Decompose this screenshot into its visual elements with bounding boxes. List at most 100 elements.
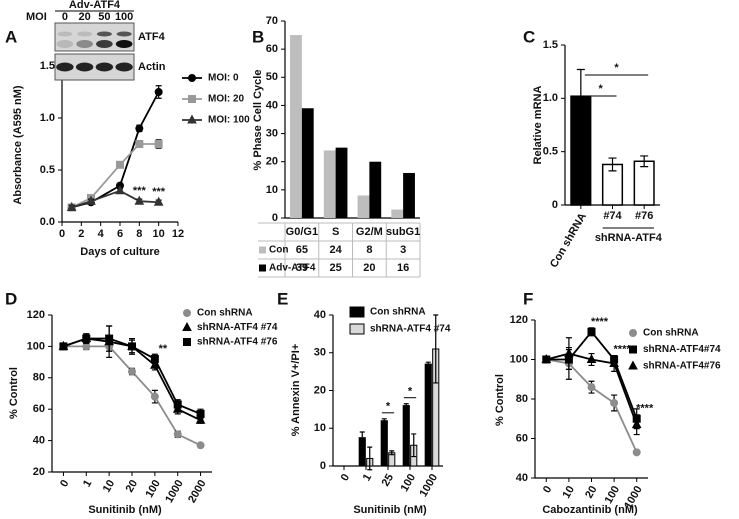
blot-band <box>116 31 132 37</box>
data-point <box>154 140 163 148</box>
table-header: G2/M <box>356 226 383 238</box>
blot-band-label: Actin <box>138 61 166 73</box>
x-tick-label: 1000 <box>163 478 186 505</box>
panel-letter: B <box>252 27 264 46</box>
y-tick-label: 120 <box>510 314 528 326</box>
legend-marker <box>183 309 191 317</box>
blot-band <box>57 31 73 37</box>
series-line <box>63 345 201 447</box>
panel-letter: C <box>523 27 535 46</box>
x-tick-label: 1 <box>361 472 374 483</box>
y-tick-label: 0 <box>320 460 326 472</box>
y-tick-label: 50 <box>266 71 278 83</box>
x-axis-label: Days of culture <box>80 246 159 258</box>
x-tick-label: 1 <box>81 478 94 489</box>
table-cell: 25 <box>330 262 342 274</box>
y-tick-label: 80 <box>33 372 45 384</box>
legend-marker <box>183 338 191 346</box>
blot-band-label: ATF4 <box>138 31 166 43</box>
panel-letter: F <box>523 289 533 308</box>
legend-label: Adv-ATF4 <box>269 263 316 274</box>
x-tick-label: 10 <box>153 228 165 240</box>
table-cell: 24 <box>330 244 343 256</box>
blot-band <box>76 40 93 48</box>
data-point <box>609 357 619 367</box>
legend-label: Con shRNA <box>370 307 426 318</box>
y-axis-label: % Phase Cell Cycle <box>252 70 264 171</box>
x-tick-label: 0 <box>541 484 554 495</box>
annotation: * <box>614 62 619 74</box>
y-tick-label: 80 <box>516 393 528 405</box>
annotation: * <box>386 401 391 413</box>
x-tick-label: Con shRNA <box>548 211 589 270</box>
blot-group-label: MOI <box>26 11 47 23</box>
series-line <box>71 143 159 209</box>
legend-label: Con shRNA <box>643 328 699 339</box>
data-point <box>610 398 619 407</box>
bar <box>424 363 432 467</box>
data-point <box>153 196 164 206</box>
x-tick-label: 10 <box>101 478 118 495</box>
data-point <box>128 342 136 351</box>
legend-marker <box>629 345 637 354</box>
data-point <box>150 392 159 401</box>
x-tick-label: 2000 <box>186 478 209 505</box>
legend-label: MOI: 0 <box>208 73 239 84</box>
legend-marker <box>182 321 192 331</box>
blot-band <box>115 40 133 48</box>
panel-letter: D <box>5 289 17 308</box>
x-tick-label: 6 <box>117 228 123 240</box>
table-header: S <box>332 226 339 238</box>
legend-marker <box>188 74 196 82</box>
blot-band <box>77 31 93 37</box>
error-bar <box>433 314 439 384</box>
x-tick-label: 20 <box>583 484 600 501</box>
data-point <box>173 400 182 409</box>
annotation: ** <box>159 343 168 355</box>
table-cell: 3 <box>400 244 406 256</box>
x-tick-label: 25 <box>380 472 397 489</box>
error-bar <box>359 431 365 444</box>
data-point <box>86 195 96 205</box>
y-tick-label: 10 <box>266 184 278 196</box>
annotation: * <box>408 386 413 398</box>
blot-lane-label: 50 <box>98 11 110 23</box>
data-point <box>150 354 159 363</box>
x-tick-label: #74 <box>603 210 622 222</box>
error-bar <box>411 433 417 458</box>
legend-label: MOI: 20 <box>208 94 245 105</box>
y-tick-label: 0.5 <box>543 146 558 158</box>
y-tick-label: 100 <box>510 353 528 365</box>
y-tick-label: 60 <box>266 43 278 55</box>
legend-label: shRNA-ATF4 #76 <box>197 337 278 348</box>
panel-letter: A <box>5 27 17 46</box>
y-tick-label: 100 <box>27 340 45 352</box>
legend-marker <box>628 360 638 370</box>
blot-band <box>96 31 112 37</box>
table-header: G0/G1 <box>286 226 318 238</box>
y-tick-label: 60 <box>33 403 45 415</box>
y-tick-label: 40 <box>266 99 278 111</box>
bar <box>357 195 370 218</box>
bar <box>369 161 382 218</box>
x-tick-label: 100 <box>399 472 419 494</box>
y-tick-label: 1.0 <box>40 112 55 124</box>
bar <box>402 405 410 467</box>
y-axis-label: % Control <box>494 374 506 426</box>
legend-marker <box>188 95 196 103</box>
y-tick-label: 20 <box>314 384 326 396</box>
bar <box>335 147 348 218</box>
annotation: * <box>599 83 604 95</box>
blot-band <box>56 40 74 48</box>
x-tick-label: 10 <box>560 484 577 501</box>
y-tick-label: 20 <box>33 466 45 478</box>
data-point <box>105 334 114 343</box>
x-tick-label: 0 <box>59 228 65 240</box>
legend-marker <box>629 329 637 337</box>
annotation: *** <box>152 186 166 198</box>
y-tick-label: 10 <box>314 422 326 434</box>
y-tick-label: 1.5 <box>543 39 558 51</box>
y-tick-label: 40 <box>314 309 326 321</box>
blot-lane-label: 100 <box>115 11 133 23</box>
